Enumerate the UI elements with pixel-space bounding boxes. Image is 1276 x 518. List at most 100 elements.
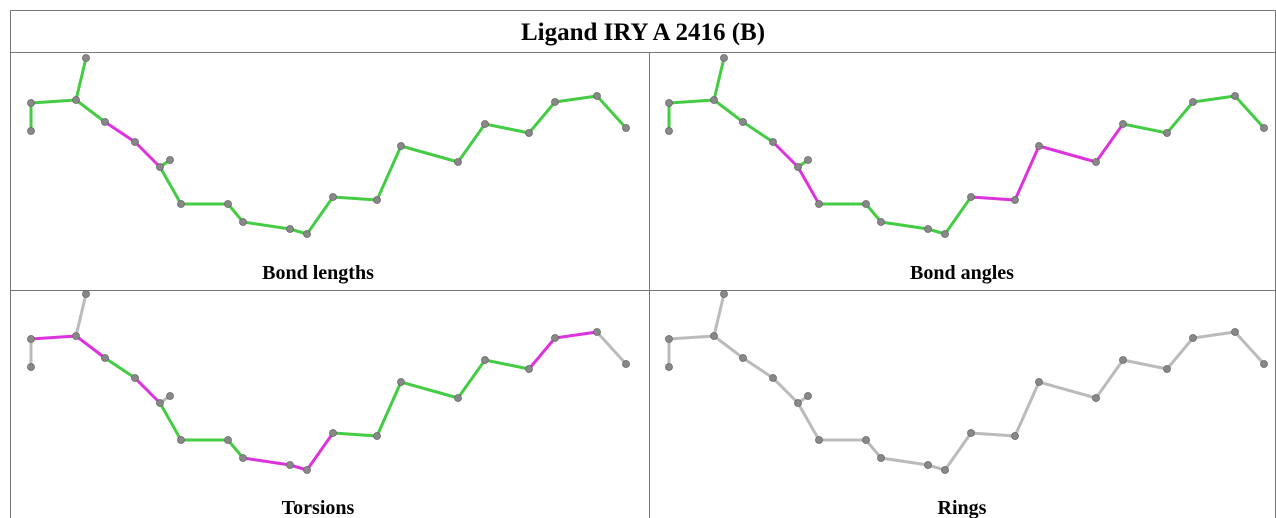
atom — [239, 218, 247, 226]
atom — [1011, 196, 1019, 204]
atom — [804, 156, 812, 164]
bond — [879, 456, 930, 467]
panel-caption: Torsions — [282, 497, 355, 518]
atom — [622, 360, 630, 368]
atom — [739, 118, 747, 126]
atom — [131, 374, 139, 382]
bond — [375, 380, 403, 438]
bond — [241, 220, 292, 231]
atom — [1189, 334, 1197, 342]
atom — [1163, 365, 1171, 373]
atom — [454, 158, 462, 166]
atom — [373, 432, 381, 440]
atom — [101, 354, 109, 362]
table-title: Ligand IRY A 2416 (B) — [521, 19, 765, 46]
bond — [712, 334, 745, 360]
atom — [739, 354, 747, 362]
bond — [553, 330, 599, 340]
bond — [375, 144, 403, 202]
atom — [303, 466, 311, 474]
bond — [74, 292, 88, 338]
bond — [864, 202, 883, 224]
atom — [481, 356, 489, 364]
atom — [72, 96, 80, 104]
bond — [1165, 336, 1195, 371]
bond — [1233, 330, 1266, 366]
atom — [815, 436, 823, 444]
atom — [769, 374, 777, 382]
bond — [879, 220, 930, 231]
bond — [456, 122, 487, 164]
atom — [286, 461, 294, 469]
bond — [483, 358, 531, 371]
bond — [1121, 122, 1169, 135]
bond — [796, 165, 821, 206]
bond — [1094, 122, 1125, 164]
bond — [1037, 380, 1098, 400]
atom — [82, 290, 90, 298]
molecule — [665, 290, 1268, 474]
atom — [1163, 129, 1171, 137]
atom — [665, 99, 673, 107]
bond — [712, 98, 745, 124]
bond — [969, 195, 1017, 202]
bond — [1121, 358, 1169, 371]
atom — [665, 363, 673, 371]
molecule — [27, 54, 630, 238]
atom — [593, 328, 601, 336]
atom — [166, 156, 174, 164]
atom — [967, 193, 975, 201]
atom — [303, 230, 311, 238]
atom — [1119, 120, 1127, 128]
atom — [329, 429, 337, 437]
atom — [551, 334, 559, 342]
atom — [1231, 328, 1239, 336]
bond — [527, 100, 557, 135]
molecule — [27, 290, 630, 474]
bond — [943, 431, 973, 472]
atom — [1035, 378, 1043, 386]
atom — [397, 378, 405, 386]
atom — [1092, 394, 1100, 402]
molecule — [665, 54, 1268, 238]
bond — [667, 334, 716, 341]
atom — [454, 394, 462, 402]
bond — [1233, 94, 1266, 130]
atom — [481, 120, 489, 128]
atom — [1260, 360, 1268, 368]
atom — [804, 392, 812, 400]
atom — [862, 200, 870, 208]
atom — [27, 99, 35, 107]
bond — [771, 140, 800, 169]
atom — [941, 466, 949, 474]
atom — [177, 200, 185, 208]
bond — [943, 195, 973, 236]
atom — [1035, 142, 1043, 150]
atom — [877, 454, 885, 462]
bond — [483, 122, 531, 135]
atom — [329, 193, 337, 201]
bond — [103, 120, 137, 144]
bond — [29, 98, 78, 105]
atom — [156, 399, 164, 407]
bond — [969, 431, 1017, 438]
bond — [741, 120, 775, 144]
atom — [131, 138, 139, 146]
atom — [862, 436, 870, 444]
bond — [133, 376, 162, 405]
atom — [373, 196, 381, 204]
bond — [553, 94, 599, 104]
bond — [133, 140, 162, 169]
atom — [27, 363, 35, 371]
bond — [158, 165, 183, 206]
bond — [305, 431, 335, 472]
bond — [1013, 380, 1041, 438]
atom — [239, 454, 247, 462]
bond — [74, 334, 107, 360]
atom — [815, 200, 823, 208]
bond — [771, 376, 800, 405]
atom — [622, 124, 630, 132]
bond — [305, 195, 335, 236]
atom — [720, 290, 728, 298]
